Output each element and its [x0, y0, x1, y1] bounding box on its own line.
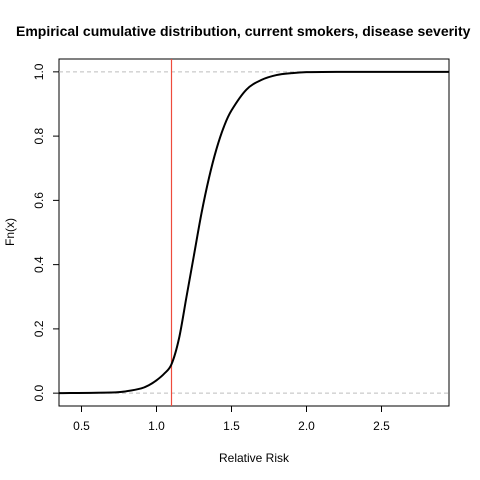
chart-title: Empirical cumulative distribution, curre… [16, 23, 471, 39]
y-tick-label: 0.4 [32, 256, 46, 273]
y-tick-label: 1.0 [32, 63, 46, 80]
y-axis-ticks: 0.0 0.2 0.4 0.6 0.8 1.0 [32, 63, 59, 401]
x-tick-label: 0.5 [73, 419, 90, 433]
y-tick-label: 0.8 [32, 127, 46, 144]
x-tick-label: 2.5 [373, 419, 390, 433]
x-tick-label: 2.0 [298, 419, 315, 433]
plot-frame [58, 58, 450, 407]
y-tick-label: 0.2 [32, 320, 46, 337]
x-tick-label: 1.0 [148, 419, 165, 433]
y-tick-label: 0.6 [32, 192, 46, 209]
y-tick-label: 0.0 [32, 384, 46, 401]
ecdf-curve [58, 70, 449, 395]
x-axis-label: Relative Risk [219, 451, 290, 465]
x-tick-label: 1.5 [223, 419, 240, 433]
reference-lines-horizontal [59, 71, 449, 394]
x-axis-ticks: 0.5 1.0 1.5 2.0 2.5 [73, 406, 390, 433]
y-axis-label: Fn(x) [3, 218, 17, 246]
